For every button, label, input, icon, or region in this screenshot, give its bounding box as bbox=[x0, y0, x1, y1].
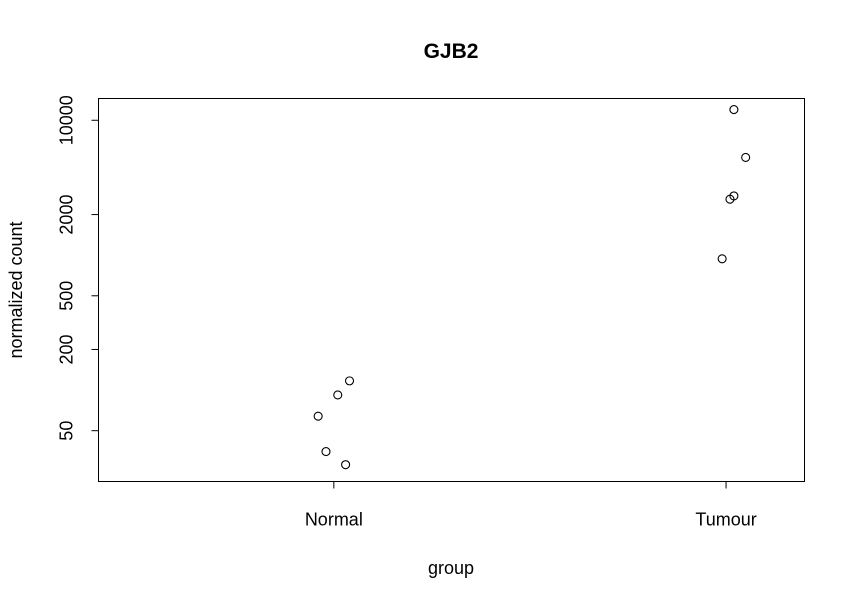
y-axis-label: normalized count bbox=[6, 221, 26, 358]
x-axis: Normal Tumour bbox=[305, 481, 757, 530]
data-point bbox=[729, 105, 739, 115]
data-point bbox=[321, 447, 331, 457]
y-tick-label: 500 bbox=[57, 281, 77, 311]
x-tick-label: Tumour bbox=[695, 510, 756, 530]
y-tick-label: 2000 bbox=[57, 195, 77, 235]
data-point bbox=[341, 460, 351, 470]
data-point bbox=[313, 411, 323, 421]
y-tick-label: 200 bbox=[57, 334, 77, 364]
y-tick-label: 50 bbox=[57, 421, 77, 441]
y-axis: 50 200 500 2000 10000 bbox=[57, 95, 99, 441]
data-point bbox=[344, 376, 355, 386]
y-tick-label: 10000 bbox=[57, 95, 77, 145]
x-axis-label: group bbox=[428, 558, 474, 578]
data-point bbox=[333, 390, 343, 400]
data-point bbox=[741, 152, 751, 163]
chart-title: GJB2 bbox=[424, 40, 479, 63]
plot-frame bbox=[98, 98, 805, 482]
x-tick-label: Normal bbox=[305, 510, 363, 530]
data-points bbox=[313, 105, 751, 470]
data-point bbox=[717, 254, 727, 264]
data-point bbox=[725, 194, 735, 204]
